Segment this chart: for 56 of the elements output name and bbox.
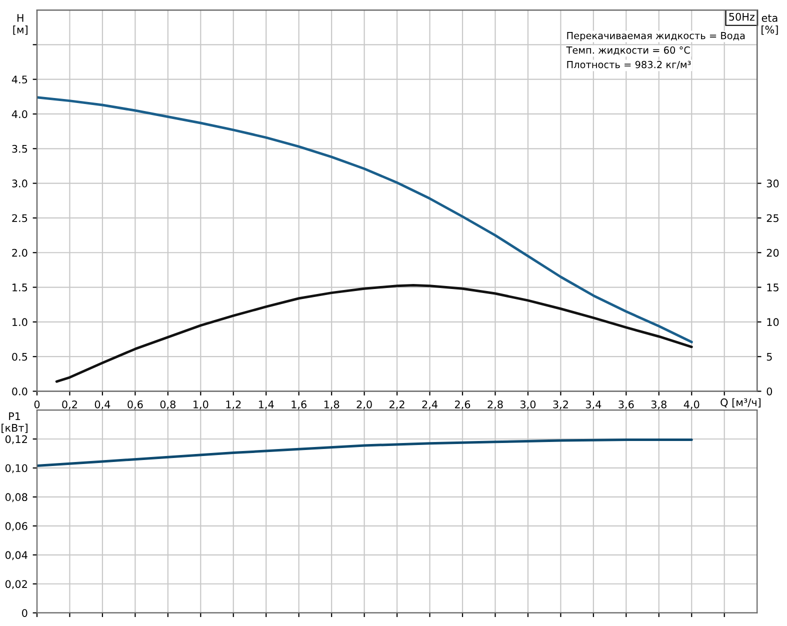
y-tick-label: 0 bbox=[22, 609, 28, 617]
y-tick-label: 0,04 bbox=[5, 551, 28, 560]
y-tick-label: 0,12 bbox=[5, 435, 27, 444]
y2-tick-label: 5 bbox=[766, 352, 772, 361]
y-tick-label: 1.5 bbox=[12, 284, 28, 292]
y-tick-label: 3.5 bbox=[12, 144, 28, 153]
x-tick-label: 0,8 bbox=[160, 400, 176, 410]
y-axis-title: P1 [кВт] bbox=[2, 412, 28, 434]
x-tick-label: 0,6 bbox=[128, 400, 143, 410]
annotation: Темп. жидкости = 60 °C bbox=[566, 46, 690, 55]
x-tick-label: 3,0 bbox=[520, 400, 536, 410]
line-series bbox=[36, 96, 693, 344]
x-tick-label: 1,0 bbox=[194, 400, 208, 410]
y-tick-label: 1.0 bbox=[12, 318, 28, 326]
x-tick-label: 2,2 bbox=[390, 400, 404, 410]
annotation: Перекачиваемая жидкость = Вода bbox=[567, 32, 745, 42]
x-tick-label: 0,4 bbox=[94, 400, 110, 410]
y-tick-label: 4.0 bbox=[12, 110, 28, 118]
line-series bbox=[36, 438, 693, 468]
annotation: Плотность = 983.2 кг/м³ bbox=[567, 60, 691, 70]
y-tick-label: 0,08 bbox=[5, 493, 28, 502]
y-tick-label: 3.0 bbox=[12, 180, 28, 188]
x-tick-label: 4,0 bbox=[684, 400, 700, 410]
x-tick-label: 3,8 bbox=[651, 400, 666, 410]
y-tick-label: 2.0 bbox=[12, 248, 28, 257]
y-tick-label: 0.5 bbox=[12, 352, 28, 361]
y-tick-label: 0,06 bbox=[5, 522, 28, 532]
x-tick-label: 0,2 bbox=[62, 400, 77, 410]
annotation: 50Hz bbox=[729, 12, 754, 21]
x-tick-label: 1,6 bbox=[292, 400, 306, 410]
y2-tick-label: 0 bbox=[766, 387, 772, 396]
line-series bbox=[55, 284, 693, 383]
y2-tick-label: 25 bbox=[766, 214, 778, 222]
x-tick-label: 3,6 bbox=[618, 400, 634, 410]
y-axis-title: H [м] bbox=[13, 14, 28, 35]
x-tick-label: 2,8 bbox=[488, 400, 503, 410]
y2-tick-label: 30 bbox=[766, 180, 779, 188]
x-tick-label: 2,4 bbox=[422, 400, 438, 410]
y2-tick-label: 10 bbox=[767, 318, 779, 326]
x-tick-label: 1,2 bbox=[226, 400, 241, 410]
y-tick-label: 4.5 bbox=[12, 76, 28, 84]
x-tick-label: 1,4 bbox=[258, 400, 274, 410]
y2-tick-label: 20 bbox=[766, 248, 779, 257]
x-tick-label: 0 bbox=[34, 400, 40, 408]
x-tick-label: 3,4 bbox=[586, 400, 602, 410]
y2-axis-title: eta [%] bbox=[762, 14, 778, 35]
x-tick-label: 2,0 bbox=[356, 400, 372, 410]
x-tick-label: 1,8 bbox=[324, 400, 340, 410]
y-tick-label: 0,10 bbox=[5, 464, 28, 474]
y-tick-label: 0,02 bbox=[5, 580, 27, 590]
x-axis-title: Q [м³/ч] bbox=[720, 398, 760, 408]
y-tick-label: 2.5 bbox=[12, 214, 28, 222]
x-tick-label: 3,2 bbox=[553, 400, 568, 410]
y2-tick-label: 15 bbox=[767, 284, 778, 292]
x-tick-label: 2,6 bbox=[454, 400, 470, 410]
y-tick-label: 0.0 bbox=[12, 387, 28, 396]
